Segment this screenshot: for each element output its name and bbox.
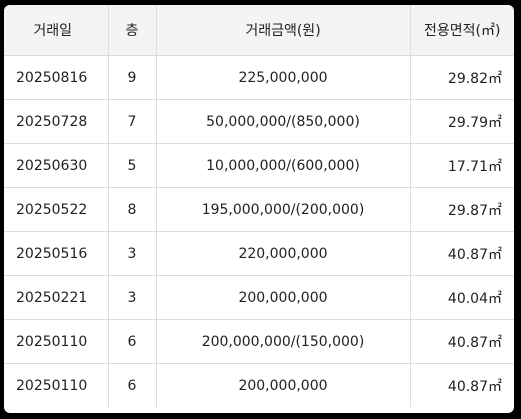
column-header-area: 전용면적(㎡) bbox=[409, 5, 514, 56]
column-header-price: 거래금액(원) bbox=[155, 5, 411, 56]
cell-floor: 8 bbox=[107, 187, 157, 232]
cell-price: 200,000,000/(150,000) bbox=[155, 319, 411, 364]
cell-date: 20250728 bbox=[4, 99, 109, 144]
table-header-row: 거래일 층 거래금액(원) 전용면적(㎡) bbox=[4, 5, 514, 56]
cell-floor: 6 bbox=[107, 363, 157, 407]
cell-area: 17.71㎡ bbox=[409, 143, 514, 188]
cell-price: 225,000,000 bbox=[155, 55, 411, 100]
cell-area: 40.87㎡ bbox=[409, 363, 514, 407]
cell-floor: 6 bbox=[107, 319, 157, 364]
cell-floor: 5 bbox=[107, 143, 157, 188]
table-row: 20250516 3 220,000,000 40.87㎡ bbox=[4, 231, 514, 276]
table-row: 20250522 8 195,000,000/(200,000) 29.87㎡ bbox=[4, 187, 514, 232]
cell-date: 20250522 bbox=[4, 187, 109, 232]
cell-price: 200,000,000 bbox=[155, 363, 411, 407]
cell-date: 20250110 bbox=[4, 363, 109, 407]
table-row: 20250630 5 10,000,000/(600,000) 17.71㎡ bbox=[4, 143, 514, 188]
table-row: 20250728 7 50,000,000/(850,000) 29.79㎡ bbox=[4, 99, 514, 144]
cell-price: 200,000,000 bbox=[155, 275, 411, 320]
cell-date: 20250816 bbox=[4, 55, 109, 100]
column-header-floor: 층 bbox=[107, 5, 157, 56]
cell-date: 20250516 bbox=[4, 231, 109, 276]
cell-floor: 9 bbox=[107, 55, 157, 100]
cell-date: 20250630 bbox=[4, 143, 109, 188]
table-row: 20250110 6 200,000,000 40.87㎡ bbox=[4, 363, 514, 407]
table-row: 20250110 6 200,000,000/(150,000) 40.87㎡ bbox=[4, 319, 514, 364]
cell-area: 40.04㎡ bbox=[409, 275, 514, 320]
cell-floor: 3 bbox=[107, 231, 157, 276]
transaction-table: 거래일 층 거래금액(원) 전용면적(㎡) 20250816 9 225,000… bbox=[4, 5, 514, 407]
cell-price: 195,000,000/(200,000) bbox=[155, 187, 411, 232]
cell-date: 20250221 bbox=[4, 275, 109, 320]
cell-price: 10,000,000/(600,000) bbox=[155, 143, 411, 188]
column-header-date: 거래일 bbox=[4, 5, 109, 56]
cell-area: 29.79㎡ bbox=[409, 99, 514, 144]
cell-area: 29.87㎡ bbox=[409, 187, 514, 232]
cell-price: 50,000,000/(850,000) bbox=[155, 99, 411, 144]
cell-area: 40.87㎡ bbox=[409, 319, 514, 364]
cell-date: 20250110 bbox=[4, 319, 109, 364]
cell-floor: 3 bbox=[107, 275, 157, 320]
table-row: 20250221 3 200,000,000 40.04㎡ bbox=[4, 275, 514, 320]
transaction-table-panel: 거래일 층 거래금액(원) 전용면적(㎡) 20250816 9 225,000… bbox=[4, 5, 514, 413]
cell-area: 29.82㎡ bbox=[409, 55, 514, 100]
cell-area: 40.87㎡ bbox=[409, 231, 514, 276]
cell-price: 220,000,000 bbox=[155, 231, 411, 276]
cell-floor: 7 bbox=[107, 99, 157, 144]
table-row: 20250816 9 225,000,000 29.82㎡ bbox=[4, 55, 514, 100]
